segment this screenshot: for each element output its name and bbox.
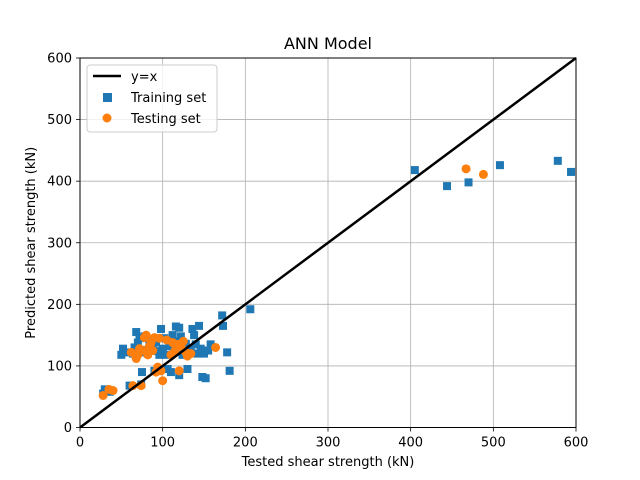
y-tick-label: 600 (47, 52, 72, 67)
legend-label-testing: Testing set (130, 112, 201, 127)
training-point (218, 311, 227, 320)
x-tick-label: 600 (564, 436, 589, 451)
training-point (183, 364, 192, 373)
training-point (191, 340, 200, 349)
training-point (567, 167, 576, 176)
training-point (223, 348, 232, 357)
testing-point (174, 366, 184, 376)
testing-point (461, 164, 471, 174)
y-tick-label: 500 (47, 113, 72, 128)
testing-point (98, 390, 108, 400)
x-tick-label: 0 (76, 436, 84, 451)
training-point (118, 344, 127, 353)
legend-marker-testing (102, 113, 112, 123)
training-point (130, 343, 139, 352)
training-point (193, 349, 202, 358)
training-point (195, 321, 204, 330)
training-point (246, 305, 255, 314)
x-axis-label: Tested shear strength (kN) (241, 455, 415, 470)
x-tick-label: 400 (398, 436, 423, 451)
testing-point (154, 333, 164, 343)
training-point (133, 338, 142, 347)
training-point (157, 324, 166, 333)
testing-point (478, 169, 488, 179)
y-axis-label: Predicted shear strength (kN) (24, 147, 39, 339)
training-point (176, 332, 185, 341)
training-point (464, 178, 473, 187)
training-point (443, 182, 452, 191)
identity-line (79, 56, 577, 429)
training-point (225, 366, 234, 375)
data-marks (79, 56, 577, 429)
training-point (132, 328, 141, 337)
training-point (168, 331, 177, 340)
training-point (495, 161, 504, 170)
training-point (165, 342, 174, 351)
training-point (135, 334, 144, 343)
axis-ticks: 0 100 200 300 400 500 600 0 100 200 300 400 500 600 (47, 52, 588, 451)
legend: y=x Training set Testing set (86, 64, 218, 133)
y-tick-label: 0 (64, 421, 72, 436)
training-point (190, 331, 199, 340)
training-point (155, 350, 164, 359)
y-tick-label: 100 (47, 359, 72, 374)
training-point (188, 324, 197, 333)
training-point (166, 368, 175, 377)
training-point (219, 321, 228, 330)
training-point (206, 340, 215, 349)
training-point (117, 350, 126, 359)
legend-box (86, 64, 218, 133)
y-tick-label: 300 (47, 236, 72, 251)
training-point (204, 346, 213, 355)
y-tick-label: 200 (47, 298, 72, 313)
training-point (553, 156, 562, 165)
testing-point (141, 330, 151, 340)
training-point (161, 350, 170, 359)
x-tick-label: 200 (233, 436, 258, 451)
x-tick-label: 100 (150, 436, 175, 451)
x-tick-label: 300 (316, 436, 341, 451)
testing-point (186, 349, 196, 359)
x-tick-label: 500 (481, 436, 506, 451)
testing-point (158, 376, 168, 386)
training-point (410, 166, 419, 175)
training-point (175, 323, 184, 332)
training-point (200, 349, 208, 358)
testing-point (211, 342, 221, 352)
testing-point (178, 336, 188, 346)
training-point (201, 374, 210, 383)
training-point (158, 344, 167, 353)
legend-marker-training (103, 93, 112, 102)
training-point (196, 344, 205, 353)
testing-point (108, 386, 118, 396)
y-tick-label: 400 (47, 175, 72, 190)
legend-label-y-equals-x: y=x (131, 70, 158, 85)
training-point (152, 338, 161, 347)
training-point (138, 368, 146, 377)
testing-point (148, 346, 158, 356)
chart-title: ANN Model (284, 34, 372, 53)
legend-label-training: Training set (130, 91, 206, 106)
